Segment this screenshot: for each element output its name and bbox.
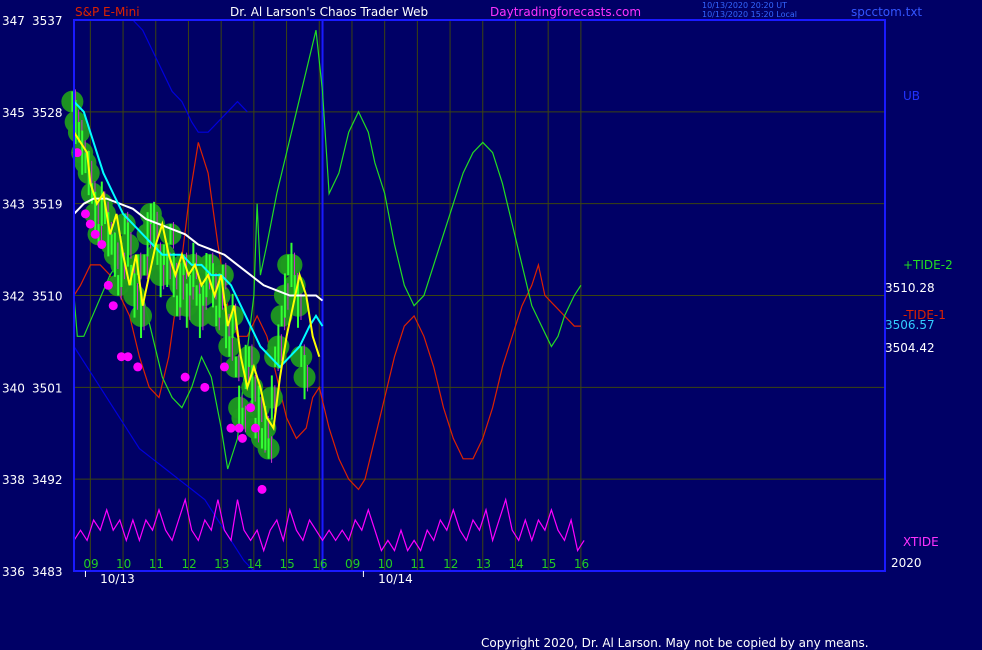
x-tick-label: 12 [181, 557, 196, 571]
ub-label: UB [903, 89, 921, 103]
low-dot [219, 362, 229, 372]
plot-frame [73, 19, 886, 572]
tick-labels: 347 3537 345 3528 343 3519 342 3510 340 3501 338 34… [2, 14, 589, 586]
low-dot [237, 433, 247, 443]
x-tick-label: 15 [280, 557, 295, 571]
low-dot [234, 423, 244, 433]
y-tick-left: 343 [2, 198, 25, 212]
low-dot [108, 301, 118, 311]
y-tick-left: 338 [2, 473, 25, 487]
x-tick-label: 13 [476, 557, 491, 571]
low-dot [90, 229, 100, 239]
low-dot [180, 372, 190, 382]
y-tick-right: 3501 [32, 381, 63, 395]
low-dot [246, 403, 256, 413]
x-tick-label: 16 [574, 557, 589, 571]
x-tick-label: 11 [149, 557, 164, 571]
data-file-label: spcctom.txt [851, 5, 923, 19]
low-dot [85, 219, 95, 229]
y-tick-left: 342 [2, 290, 25, 304]
y-tick-left: 340 [2, 381, 25, 395]
series-layer [73, 19, 585, 572]
series-tide1 [73, 142, 581, 491]
series-xtide [73, 497, 585, 553]
low-dot [133, 362, 143, 372]
tide1-value: 3506.57 [885, 318, 935, 332]
tide2-label: +TIDE-2 [903, 258, 953, 272]
x-tick-label: 13 [214, 557, 229, 571]
fast-average-value: 3504.42 [885, 341, 935, 355]
low-dot [123, 352, 133, 362]
price-layer [61, 89, 316, 494]
series-slow_avg [73, 197, 324, 302]
x-tick-label: 10 [378, 557, 393, 571]
xtide-label: XTIDE [903, 535, 939, 549]
y-tick-right: 3537 [32, 14, 63, 28]
copyright-notice: Copyright 2020, Dr. Al Larson. May not b… [481, 636, 869, 650]
y-tick-right: 3510 [32, 290, 63, 304]
x-tick-label: 09 [345, 557, 360, 571]
low-dot [116, 352, 126, 362]
x-tick-label: 10 [116, 557, 131, 571]
y-tick-right: 3492 [32, 473, 63, 487]
y-tick-left: 347 [2, 14, 25, 28]
low-dot [226, 423, 236, 433]
low-dot [257, 484, 267, 494]
low-dot [103, 280, 113, 290]
tide1-label: -TIDE-1 [903, 308, 946, 322]
year-label: 2020 [891, 556, 922, 570]
date-label: 10/13 [100, 572, 135, 586]
chart-title: Dr. Al Larson's Chaos Trader Web [230, 5, 429, 19]
date-label: 10/14 [378, 572, 413, 586]
tide2-value: 3510.28 [885, 281, 935, 295]
low-dot [200, 382, 210, 392]
x-tick-label: 16 [312, 557, 327, 571]
low-dot [97, 239, 107, 249]
y-tick-right: 3528 [32, 106, 63, 120]
series-fast_avg [73, 131, 321, 431]
symbol-label: S&P E-Mini [75, 5, 140, 19]
average-layer [73, 100, 324, 431]
y-tick-right: 3483 [32, 565, 63, 579]
x-tick-label: 09 [83, 557, 98, 571]
y-tick-left: 336 [2, 565, 25, 579]
x-tick-label: 14 [247, 557, 262, 571]
low-dot [250, 423, 260, 433]
site-link[interactable]: Daytradingforecasts.com [490, 5, 642, 19]
timestamp-ut: 10/13/2020 20:20 UT [702, 1, 787, 10]
x-tick-label: 14 [508, 557, 523, 571]
series-medium_avg [73, 100, 324, 369]
x-tick-label: 11 [410, 557, 425, 571]
y-tick-right: 3519 [32, 198, 63, 212]
low-dot [80, 209, 90, 219]
x-tick-label: 12 [443, 557, 458, 571]
timestamp-local: 10/13/2020 15:20 Local [702, 10, 797, 19]
y-tick-left: 345 [2, 106, 25, 120]
low-dot [72, 148, 82, 158]
series-ub [132, 19, 248, 133]
x-tick-label: 15 [541, 557, 556, 571]
series-tide2 [73, 30, 582, 470]
